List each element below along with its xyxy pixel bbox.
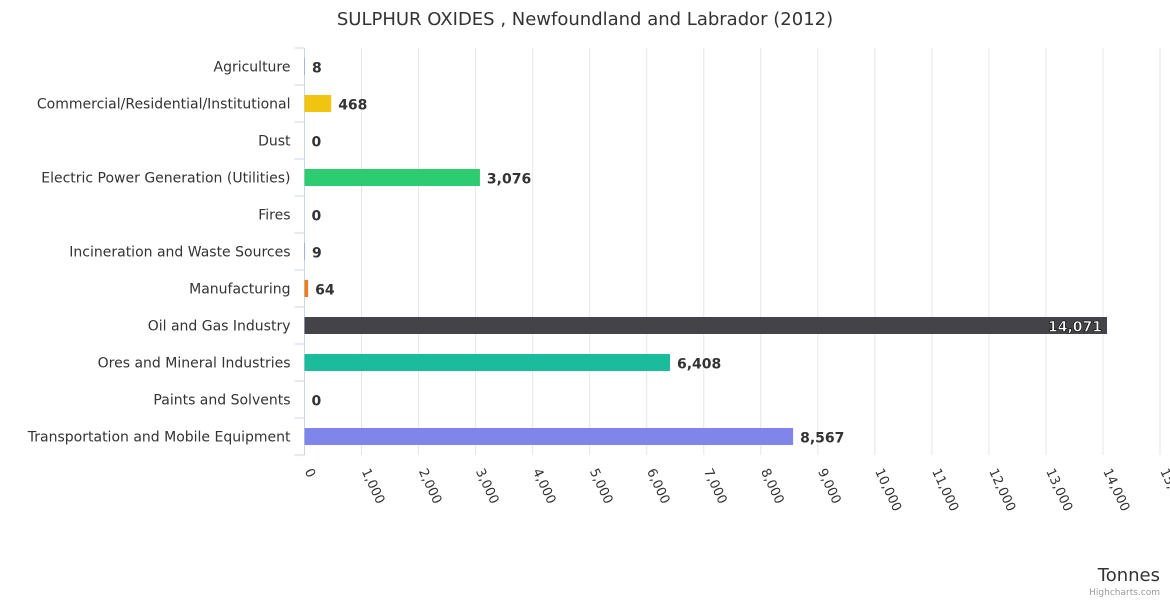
grid-lines [295, 48, 1161, 455]
bar[interactable] [305, 280, 309, 297]
data-label: 8 [312, 61, 322, 77]
category-labels: Agriculture Commercial/Residential/Instit… [27, 60, 291, 446]
x-tick-label: 8,000 [757, 466, 786, 506]
x-tick-label: 2,000 [415, 466, 444, 506]
category-label: Incineration and Waste Sources [69, 245, 290, 261]
data-label: 9 [312, 246, 322, 262]
bar[interactable] [305, 95, 332, 112]
x-tick-label: 6,000 [643, 466, 672, 506]
category-label: Electric Power Generation (Utilities) [41, 171, 290, 187]
category-label: Fires [258, 208, 290, 224]
x-tick-label: 15,000 [1156, 466, 1170, 514]
category-label: Ores and Mineral Industries [98, 356, 291, 372]
bars [305, 58, 1108, 445]
data-label: 468 [338, 98, 367, 114]
x-tick-label: 7,000 [700, 466, 729, 506]
data-labels: 8 468 0 3,076 0 9 64 14,071 6,408 0 8,567 [312, 61, 1103, 447]
x-axis-title: Tonnes [1097, 565, 1160, 586]
x-tick-label: 5,000 [586, 466, 615, 506]
category-label: Oil and Gas Industry [148, 319, 291, 335]
data-label: 3,076 [487, 172, 531, 188]
data-label: 0 [312, 209, 322, 225]
x-tick-label: 3,000 [472, 466, 501, 506]
data-label: 14,071 [1048, 320, 1102, 336]
chart-title: SULPHUR OXIDES , Newfoundland and Labrad… [337, 9, 833, 30]
x-tick-label: 9,000 [814, 466, 843, 506]
x-tick-label: 10,000 [871, 466, 904, 514]
data-label: 8,567 [800, 431, 844, 447]
x-tick-label: 4,000 [529, 466, 558, 506]
x-tick-labels: 0 1,000 2,000 3,000 4,000 5,000 6,000 7,000 8,00… [301, 466, 1170, 514]
category-label: Manufacturing [189, 282, 290, 298]
data-label: 0 [312, 394, 322, 410]
bar[interactable] [305, 428, 794, 445]
x-tick-label: 12,000 [985, 466, 1018, 514]
bar[interactable] [305, 169, 480, 186]
bar[interactable] [305, 243, 306, 260]
category-label: Transportation and Mobile Equipment [27, 430, 291, 446]
credits-link[interactable]: Highcharts.com [1089, 588, 1160, 598]
data-label: 0 [312, 135, 322, 151]
data-label: 64 [315, 283, 335, 299]
bar[interactable] [305, 354, 670, 371]
x-tick-label: 1,000 [358, 466, 387, 506]
x-tick-label: 0 [301, 466, 318, 480]
data-label: 6,408 [677, 357, 721, 373]
x-tick-label: 13,000 [1042, 466, 1075, 514]
bar[interactable] [305, 317, 1108, 334]
category-label: Paints and Solvents [153, 393, 290, 409]
category-label: Agriculture [214, 60, 291, 76]
x-tick-label: 14,000 [1099, 466, 1132, 514]
category-label: Commercial/Residential/Institutional [37, 97, 291, 113]
x-tick-label: 11,000 [928, 466, 961, 514]
category-label: Dust [258, 134, 291, 150]
